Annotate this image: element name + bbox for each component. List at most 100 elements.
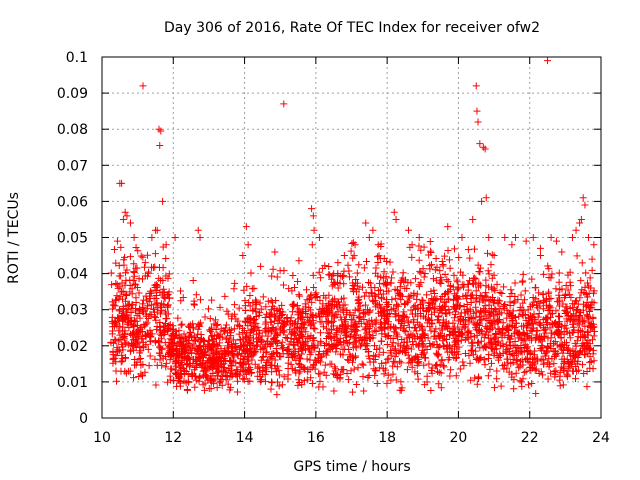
data-point xyxy=(147,289,155,297)
data-point xyxy=(534,304,542,312)
data-point xyxy=(310,361,318,369)
data-point xyxy=(304,318,312,326)
data-point xyxy=(480,296,488,304)
data-point xyxy=(435,313,443,321)
data-point xyxy=(382,296,390,304)
data-point xyxy=(274,350,282,358)
data-point xyxy=(160,323,168,331)
data-point xyxy=(581,201,589,209)
data-point xyxy=(552,307,560,315)
data-point xyxy=(266,341,274,349)
data-point xyxy=(319,383,327,391)
data-point xyxy=(113,377,121,385)
data-point xyxy=(529,320,537,328)
data-point xyxy=(573,305,581,313)
data-point xyxy=(153,282,161,290)
data-point xyxy=(405,334,413,342)
data-point xyxy=(474,261,482,269)
data-point xyxy=(141,272,149,280)
data-point xyxy=(454,350,462,358)
data-point xyxy=(296,330,304,338)
data-point xyxy=(301,364,309,372)
data-point xyxy=(544,57,552,65)
data-point xyxy=(449,295,457,303)
data-point xyxy=(402,327,410,335)
data-point xyxy=(334,340,342,348)
data-point xyxy=(329,370,337,378)
data-point xyxy=(182,355,190,363)
data-point xyxy=(519,375,527,383)
data-point xyxy=(524,306,532,314)
data-point xyxy=(432,276,440,284)
data-point xyxy=(433,351,441,359)
data-point xyxy=(394,340,402,348)
data-point xyxy=(472,287,480,295)
data-point xyxy=(445,288,453,296)
data-point xyxy=(184,339,192,347)
data-point xyxy=(296,378,304,386)
data-point xyxy=(227,326,235,334)
data-point xyxy=(145,362,153,370)
data-point xyxy=(508,241,516,249)
data-point xyxy=(364,348,372,356)
data-point xyxy=(309,212,317,220)
data-point xyxy=(137,354,145,362)
data-point xyxy=(449,349,457,357)
data-point xyxy=(177,334,185,342)
data-point xyxy=(338,316,346,324)
data-point xyxy=(506,298,514,306)
data-point xyxy=(435,369,443,377)
data-point xyxy=(228,315,236,323)
data-point xyxy=(273,378,281,386)
data-point xyxy=(444,246,452,254)
data-point xyxy=(375,287,383,295)
data-point xyxy=(428,261,436,269)
data-point xyxy=(453,276,461,284)
data-point xyxy=(274,316,282,324)
data-point xyxy=(432,296,440,304)
data-point xyxy=(350,286,358,294)
data-point xyxy=(273,362,281,370)
data-point xyxy=(566,334,574,342)
data-point xyxy=(520,368,528,376)
data-point xyxy=(255,363,263,371)
data-point xyxy=(346,351,354,359)
data-point xyxy=(590,299,598,307)
data-point xyxy=(450,290,458,298)
data-point xyxy=(236,359,244,367)
y-tick-label: 0.02 xyxy=(57,339,88,355)
data-point xyxy=(330,281,338,289)
data-point xyxy=(555,291,563,299)
data-point xyxy=(435,380,443,388)
data-point xyxy=(278,301,286,309)
data-point xyxy=(156,356,164,364)
data-point xyxy=(362,258,370,266)
data-point xyxy=(530,298,538,306)
data-point xyxy=(173,345,181,353)
data-point xyxy=(527,336,535,344)
data-point xyxy=(165,341,173,349)
data-point xyxy=(210,320,218,328)
data-point xyxy=(272,336,280,344)
data-point xyxy=(287,334,295,342)
x-tick-label: 14 xyxy=(236,430,254,446)
data-point xyxy=(316,370,324,378)
data-point xyxy=(223,307,231,315)
data-point xyxy=(307,291,315,299)
data-point xyxy=(572,307,580,315)
data-point xyxy=(347,332,355,340)
data-point xyxy=(249,327,257,335)
data-point xyxy=(400,326,408,334)
data-point xyxy=(409,310,417,318)
data-point xyxy=(157,276,165,284)
data-point xyxy=(586,274,594,282)
data-point xyxy=(486,319,494,327)
data-point xyxy=(532,365,540,373)
data-point xyxy=(375,252,383,260)
data-point xyxy=(411,333,419,341)
data-point xyxy=(130,374,138,382)
data-point xyxy=(540,360,548,368)
data-point xyxy=(472,308,480,316)
data-point xyxy=(223,329,231,337)
data-point xyxy=(446,264,454,272)
